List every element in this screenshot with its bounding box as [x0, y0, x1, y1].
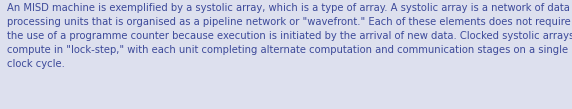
Text: An MISD machine is exemplified by a systolic array, which is a type of array. A : An MISD machine is exemplified by a syst… [7, 3, 572, 69]
